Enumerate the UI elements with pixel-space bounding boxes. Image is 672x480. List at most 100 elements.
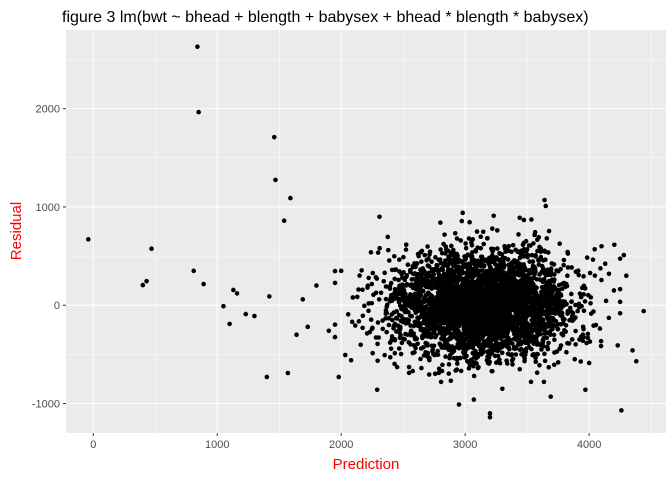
data-point — [294, 332, 299, 338]
data-point — [617, 299, 623, 305]
data-point — [527, 337, 533, 343]
data-point — [357, 273, 362, 278]
data-point — [502, 255, 508, 261]
data-point — [560, 303, 566, 309]
data-point — [273, 177, 278, 183]
data-point — [543, 203, 549, 209]
data-point — [559, 310, 565, 316]
data-point — [502, 272, 507, 278]
data-point — [538, 326, 543, 332]
data-point — [432, 371, 438, 377]
data-point — [511, 316, 516, 321]
data-point — [494, 270, 499, 276]
data-point — [495, 277, 500, 282]
data-point — [375, 250, 381, 255]
data-point — [438, 220, 443, 225]
data-point — [406, 364, 412, 370]
data-point — [490, 299, 496, 304]
data-point — [425, 278, 431, 283]
data-point — [429, 259, 434, 265]
data-point — [492, 290, 498, 295]
chart-title: figure 3 lm(bwt ~ bhead + blength + baby… — [62, 9, 589, 26]
y-tick-label: -1000 — [32, 399, 60, 411]
data-point — [433, 255, 438, 260]
data-point — [536, 308, 541, 313]
data-point — [524, 253, 530, 258]
data-point — [465, 299, 471, 305]
data-point — [370, 350, 375, 356]
data-point — [427, 357, 432, 363]
data-point — [522, 358, 527, 364]
data-point — [481, 332, 486, 338]
data-point — [474, 298, 480, 304]
data-point — [338, 268, 344, 274]
data-point — [518, 347, 524, 352]
data-point — [509, 358, 515, 363]
data-point — [485, 349, 490, 355]
data-point — [234, 291, 240, 296]
data-point — [486, 336, 492, 341]
data-point — [539, 298, 544, 303]
data-point — [467, 329, 473, 335]
data-point — [418, 346, 424, 351]
data-point — [252, 313, 257, 319]
data-point — [423, 304, 429, 309]
data-point — [469, 287, 474, 293]
data-point — [392, 276, 397, 282]
data-point — [531, 295, 536, 301]
data-point — [520, 248, 525, 253]
data-point — [452, 230, 458, 236]
data-point — [243, 311, 249, 317]
data-point — [468, 303, 474, 309]
data-point — [415, 323, 421, 329]
data-point — [531, 351, 536, 357]
data-point — [418, 292, 423, 298]
data-point — [527, 292, 533, 297]
data-point — [571, 316, 577, 322]
data-point — [518, 280, 523, 286]
data-point — [398, 326, 403, 332]
data-point — [602, 261, 608, 267]
data-point — [393, 289, 399, 295]
data-point — [501, 308, 506, 314]
data-point — [496, 307, 502, 312]
data-point — [479, 254, 485, 260]
data-point — [478, 292, 483, 298]
data-point — [491, 274, 497, 279]
data-point — [541, 344, 546, 349]
data-point — [611, 288, 617, 293]
data-point — [451, 270, 456, 276]
data-point — [573, 342, 578, 347]
data-point — [412, 276, 417, 282]
data-point — [537, 277, 543, 283]
data-point — [518, 309, 524, 315]
data-point — [617, 310, 623, 316]
data-point — [557, 241, 562, 246]
data-point — [533, 355, 538, 361]
data-point — [464, 310, 470, 316]
data-point — [417, 281, 423, 287]
data-point — [332, 334, 338, 340]
data-point — [554, 306, 559, 311]
data-point — [403, 331, 408, 337]
data-point — [443, 296, 448, 301]
data-point — [472, 322, 477, 327]
data-point — [399, 340, 405, 346]
data-point — [556, 287, 562, 293]
data-point — [468, 261, 474, 267]
data-point — [499, 261, 504, 267]
data-point — [546, 300, 552, 306]
data-point — [550, 306, 555, 312]
data-point — [446, 248, 451, 254]
data-point — [426, 264, 432, 269]
data-point — [445, 330, 450, 336]
data-point — [542, 197, 547, 203]
data-point — [396, 346, 402, 351]
data-point — [606, 271, 612, 277]
data-point — [519, 289, 525, 295]
data-point — [399, 286, 405, 291]
data-point — [473, 268, 479, 273]
data-point — [427, 301, 433, 307]
data-point — [406, 310, 411, 315]
data-point — [587, 270, 593, 276]
